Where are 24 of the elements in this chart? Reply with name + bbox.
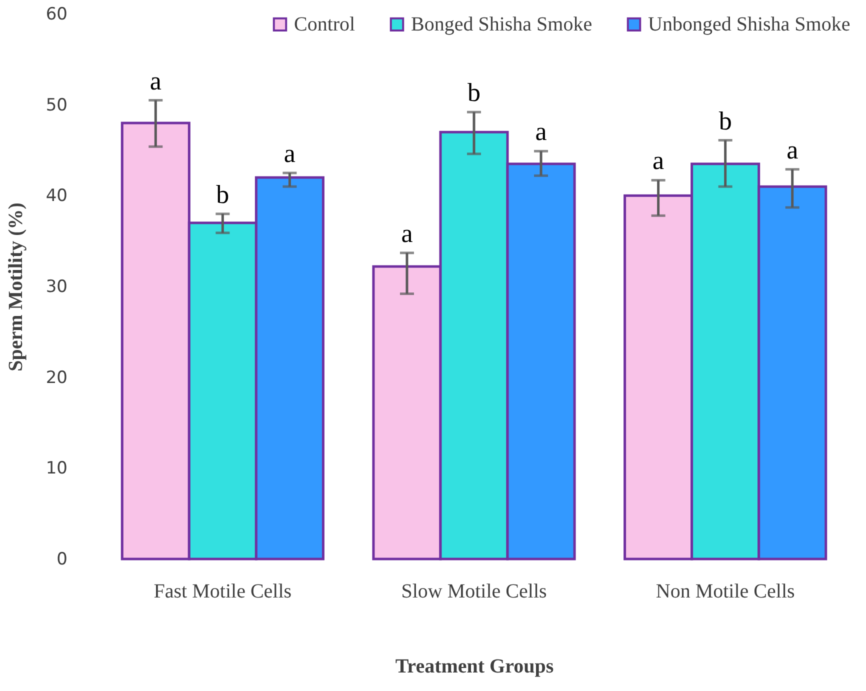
y-axis-title: Sperm Motility (%) bbox=[4, 202, 27, 372]
y-tick-label: 10 bbox=[46, 458, 68, 479]
y-tick-label: 0 bbox=[56, 550, 68, 570]
annotation: a bbox=[786, 135, 799, 164]
y-tick-label: 50 bbox=[46, 95, 68, 116]
x-tick-label: Non Motile Cells bbox=[656, 580, 795, 602]
annotation: a bbox=[401, 218, 414, 248]
annotation: a bbox=[284, 138, 296, 168]
y-tick-label: 20 bbox=[46, 368, 68, 388]
x-tick-label: Fast Motile Cells bbox=[154, 580, 292, 602]
legend-label: Bonged Shisha Smoke bbox=[411, 13, 592, 36]
legend-label: Control bbox=[294, 13, 356, 36]
y-tick-label: 60 bbox=[46, 4, 68, 24]
annotation: a bbox=[150, 66, 162, 96]
y-tick-label: 30 bbox=[46, 277, 68, 297]
legend-label: Unbonged Shisha Smoke bbox=[648, 13, 850, 36]
x-axis-title: Treatment Groups bbox=[395, 656, 554, 678]
y-tick-label: 40 bbox=[46, 186, 68, 206]
x-tick-label: Slow Motile Cells bbox=[401, 580, 547, 602]
annotation: a bbox=[535, 117, 548, 146]
annotation: b bbox=[718, 106, 732, 136]
annotation: b bbox=[216, 180, 230, 209]
annotation: a bbox=[652, 146, 665, 176]
annotation: b bbox=[468, 78, 480, 108]
